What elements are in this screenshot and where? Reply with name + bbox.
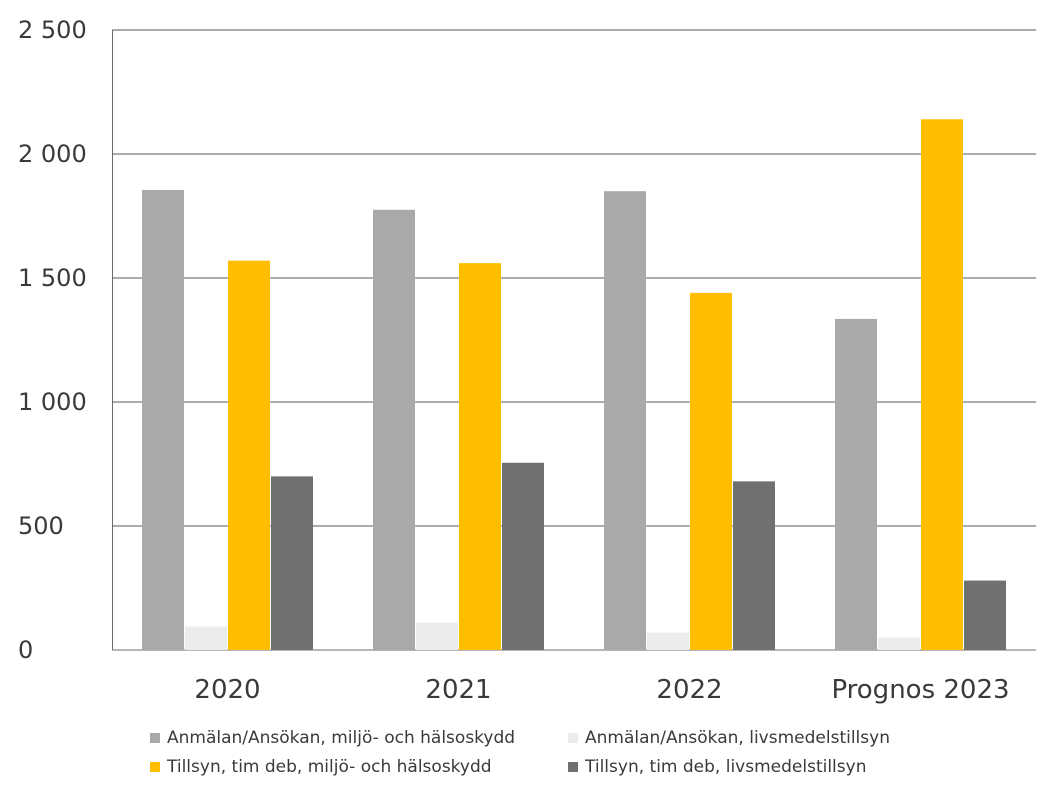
- x-axis-ticks: 2020 2021 2022 Prognos 2023: [194, 675, 1009, 705]
- x-tick-label: 2021: [425, 675, 491, 705]
- legend-label: Anmälan/Ansökan, livsmedelstillsyn: [585, 728, 890, 748]
- bar: [921, 119, 963, 650]
- bar-chart: 0 500 1 000 1 500 2 000 2 500 2020 2021 2022 Pro…: [18, 16, 1036, 705]
- bars: [142, 119, 1006, 651]
- bar: [964, 580, 1006, 650]
- bar: [459, 263, 501, 650]
- y-axis-ticks: 0 500 1 000 1 500 2 000 2 500: [18, 16, 87, 664]
- bar: [835, 318, 877, 650]
- bar: [647, 632, 689, 650]
- legend-swatch: [568, 733, 578, 743]
- bar: [604, 191, 646, 650]
- legend: Anmälan/Ansökan, miljö- och hälsoskydd A…: [150, 728, 928, 777]
- legend-label: Anmälan/Ansökan, miljö- och hälsoskydd: [167, 728, 516, 748]
- bar: [733, 481, 775, 650]
- x-tick-label: 2022: [656, 675, 722, 705]
- bar: [690, 292, 732, 650]
- x-tick-label: 2020: [194, 675, 260, 705]
- legend-item: Tillsyn, tim deb, miljö- och hälsoskydd: [150, 757, 568, 777]
- y-tick-label: 500: [18, 512, 64, 540]
- y-tick-label: 2 500: [18, 16, 87, 44]
- y-tick-label: 0: [18, 636, 33, 664]
- bar: [185, 626, 227, 650]
- legend-swatch: [568, 762, 578, 772]
- y-tick-label: 2 000: [18, 140, 87, 168]
- legend-swatch: [150, 762, 160, 772]
- y-tick-label: 1 000: [18, 388, 87, 416]
- legend-swatch: [150, 733, 160, 743]
- y-tick-label: 1 500: [18, 264, 87, 292]
- legend-label: Tillsyn, tim deb, livsmedelstillsyn: [585, 757, 867, 777]
- bar: [142, 189, 184, 650]
- bar: [373, 209, 415, 651]
- bar: [502, 462, 544, 650]
- legend-item: Anmälan/Ansökan, miljö- och hälsoskydd: [150, 728, 568, 748]
- bar: [228, 260, 270, 650]
- legend-item: Tillsyn, tim deb, livsmedelstillsyn: [568, 757, 928, 777]
- x-tick-label: Prognos 2023: [831, 675, 1009, 705]
- legend-item: Anmälan/Ansökan, livsmedelstillsyn: [568, 728, 928, 748]
- bar: [878, 637, 920, 650]
- bar: [416, 622, 458, 650]
- bar: [271, 476, 313, 650]
- legend-label: Tillsyn, tim deb, miljö- och hälsoskydd: [167, 757, 492, 777]
